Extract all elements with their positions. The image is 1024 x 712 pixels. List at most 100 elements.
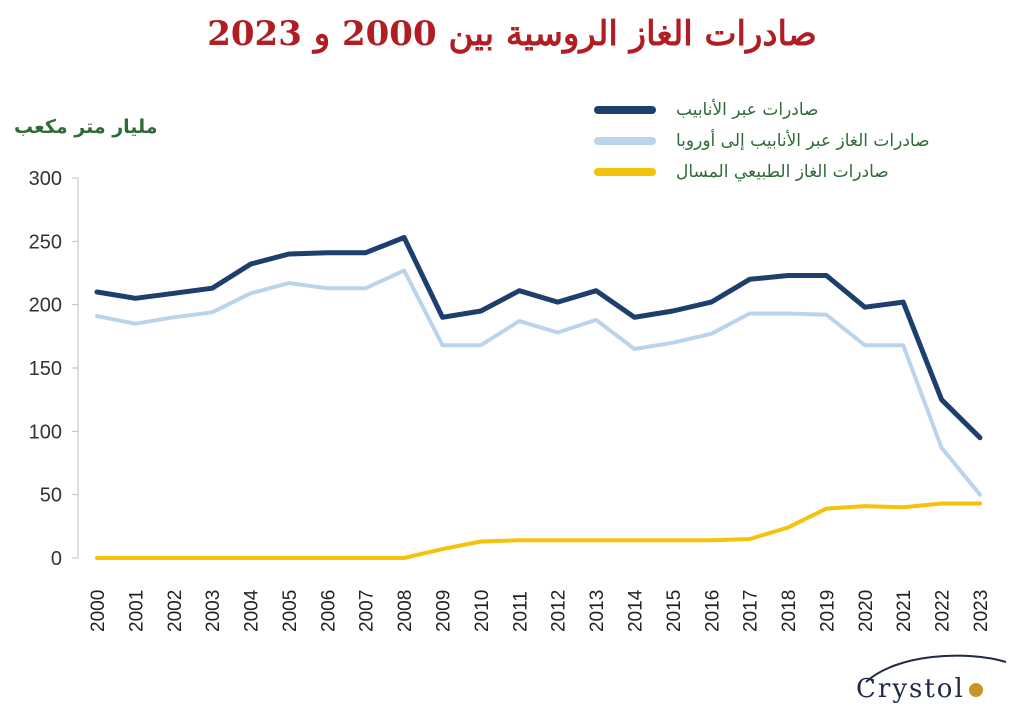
x-tick-label: 2006 <box>318 590 339 632</box>
data-point <box>517 319 521 323</box>
x-tick-label: 2017 <box>741 590 762 632</box>
data-point <box>863 305 867 309</box>
data-point <box>748 312 752 315</box>
data-point <box>978 493 982 497</box>
data-point <box>786 312 790 315</box>
x-tick-label: 2009 <box>434 590 455 632</box>
legend-item-lng: صادرات الغاز الطبيعي المسال <box>594 156 924 187</box>
x-tick-label: 2015 <box>664 590 685 632</box>
data-point <box>479 540 483 543</box>
y-tick-label: 100 <box>29 421 62 443</box>
x-tick-label: 2000 <box>88 590 109 632</box>
legend-label-lng: صادرات الغاز الطبيعي المسال <box>676 161 889 182</box>
data-point <box>786 274 790 277</box>
data-point <box>978 436 982 440</box>
data-point <box>824 507 828 511</box>
data-point <box>133 296 137 300</box>
x-tick-label: 2022 <box>933 590 954 632</box>
data-point <box>824 274 828 277</box>
data-point <box>95 314 99 318</box>
x-tick-label: 2001 <box>126 590 147 632</box>
crystol-logo: Crystol <box>836 648 1016 708</box>
chart-title: صادرات الغاز الروسية بين 2000 و 2023 <box>207 14 817 54</box>
data-point <box>364 251 368 255</box>
data-point <box>249 556 253 560</box>
data-point <box>517 538 521 542</box>
data-point <box>441 343 444 347</box>
x-tick-label: 2005 <box>280 590 301 632</box>
data-point <box>709 538 713 542</box>
data-point <box>172 291 176 295</box>
data-point <box>287 281 291 285</box>
data-point <box>364 286 368 290</box>
data-point <box>594 289 598 293</box>
data-point <box>133 322 137 326</box>
data-point <box>287 252 291 256</box>
legend: صادرات عبر الأنابيب صادرات الغاز عبر الأ… <box>594 94 930 187</box>
data-point <box>95 556 99 560</box>
x-tick-label: 2013 <box>587 590 608 632</box>
data-point <box>556 331 560 334</box>
x-tick-label: 2011 <box>510 591 531 632</box>
x-tick-label: 2008 <box>395 590 416 632</box>
data-point <box>709 332 713 336</box>
data-point <box>901 505 905 509</box>
data-point <box>940 446 944 450</box>
x-tick-label: 2012 <box>549 590 570 632</box>
data-point <box>441 315 444 319</box>
series-line-1 <box>95 268 982 497</box>
x-tick-label: 2010 <box>472 590 493 632</box>
y-axis-label: مليار متر مكعب <box>14 116 158 138</box>
y-tick-label: 150 <box>29 358 62 380</box>
x-tick-label: 2020 <box>856 590 877 632</box>
legend-swatch-europe <box>594 136 656 145</box>
data-point <box>249 291 253 295</box>
x-tick-label: 2003 <box>203 590 224 632</box>
data-point <box>441 547 444 551</box>
data-point <box>325 251 329 255</box>
data-point <box>556 300 560 304</box>
data-point <box>95 290 99 294</box>
data-point <box>210 556 214 560</box>
data-point <box>748 537 752 541</box>
data-point <box>210 310 214 314</box>
data-point <box>940 398 944 402</box>
data-point <box>402 269 406 272</box>
data-point <box>556 538 560 542</box>
series-line-2 <box>95 501 982 560</box>
x-tick-label: 2019 <box>817 590 838 632</box>
data-point <box>594 318 598 322</box>
y-tick-label: 250 <box>29 231 62 253</box>
y-tick-label: 200 <box>29 295 62 317</box>
data-point <box>671 341 675 345</box>
y-tick-label: 300 <box>29 168 62 190</box>
data-point <box>325 556 329 560</box>
legend-item-europe: صادرات الغاز عبر الأنابيب إلى أوروبا <box>594 125 930 156</box>
logo-text: Crystol <box>856 674 965 704</box>
data-point <box>172 315 176 319</box>
data-point <box>402 236 406 239</box>
data-point <box>517 289 521 293</box>
data-point <box>940 502 944 505</box>
series-line-0 <box>94 235 983 441</box>
data-point <box>863 504 867 508</box>
legend-label-pipeline: صادرات عبر الأنابيب <box>676 99 819 120</box>
x-tick-label: 2014 <box>625 589 646 632</box>
x-tick-label: 2007 <box>357 590 378 632</box>
data-point <box>325 286 329 290</box>
data-point <box>901 343 905 347</box>
legend-swatch-pipeline <box>594 105 656 114</box>
legend-label-europe: صادرات الغاز عبر الأنابيب إلى أوروبا <box>676 130 930 151</box>
legend-item-pipeline: صادرات عبر الأنابيب <box>594 94 924 125</box>
x-tick-label: 2023 <box>971 590 992 632</box>
data-point <box>594 538 598 542</box>
x-tick-label: 2016 <box>702 590 723 632</box>
x-tick-label: 2021 <box>894 590 915 632</box>
x-tick-label: 2004 <box>242 589 263 632</box>
x-tick-label: 2018 <box>779 590 800 632</box>
data-point <box>633 538 636 542</box>
y-tick-label: 50 <box>40 485 62 507</box>
data-point <box>671 538 675 542</box>
logo-swoosh-icon <box>865 654 1007 697</box>
